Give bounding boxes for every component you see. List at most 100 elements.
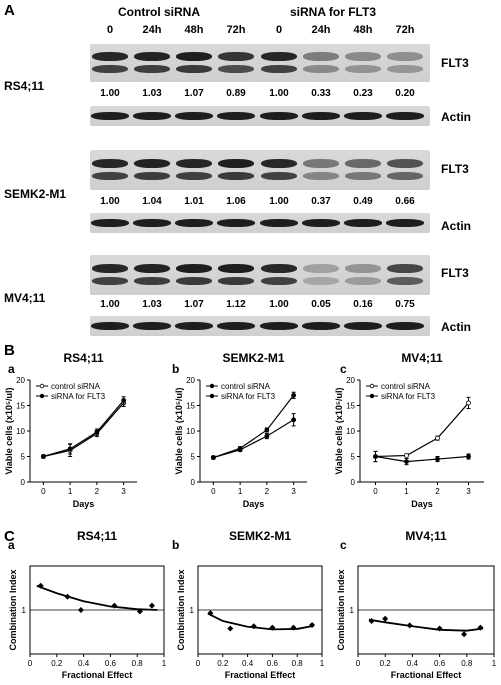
subpanel-letter: a (8, 538, 15, 552)
lane-label: 0 (106, 24, 114, 36)
panel-a-letter: A (4, 2, 15, 19)
x-tick-label: 1 (404, 487, 409, 496)
actin-band (386, 219, 424, 227)
flt3-band (345, 158, 381, 168)
flt3-band (387, 52, 423, 62)
x-tick-label: 0 (196, 659, 201, 668)
ratio-value: 0.66 (395, 196, 415, 207)
data-point (373, 454, 378, 459)
flt3-band (387, 172, 423, 180)
flt3-band (92, 52, 128, 62)
data-point (210, 455, 216, 460)
flt3-band (176, 52, 212, 62)
data-point (406, 622, 413, 629)
y-axis-label: Combination Index (176, 570, 186, 651)
y-axis-label: Viable cells (x10⁵/ul) (174, 387, 184, 474)
actin-band (386, 322, 424, 330)
ratio-value: 0.75 (395, 299, 415, 310)
fit-curve (36, 584, 158, 611)
lane-label: 72h (395, 24, 415, 36)
flt3-band (261, 277, 297, 285)
data-point (461, 631, 468, 638)
flt3-band (345, 52, 381, 62)
y-axis-label: Combination Index (336, 570, 346, 651)
ratio-value: 1.03 (142, 88, 162, 99)
x-tick-label: 0.4 (407, 659, 419, 668)
flt3-label: FLT3 (441, 266, 469, 280)
actin-blot (90, 213, 430, 233)
flt3-blot (90, 44, 430, 82)
ratio-value: 1.00 (269, 196, 289, 207)
fit-curve (368, 618, 484, 632)
x-tick-label: 1 (492, 659, 497, 668)
data-point (264, 427, 270, 433)
lane-label: 24h (311, 24, 331, 36)
actin-band (133, 322, 171, 330)
x-axis-label: Days (411, 499, 433, 509)
actin-band (175, 112, 213, 120)
data-point (290, 624, 297, 631)
actin-band (260, 112, 298, 120)
x-tick-label: 0 (356, 659, 361, 668)
actin-blot (90, 106, 430, 126)
y-axis-label: Combination Index (8, 570, 18, 651)
subpanel-letter: c (340, 362, 347, 376)
chart-title: SEMK2-M1 (222, 351, 284, 365)
y-tick-label: 20 (346, 376, 355, 385)
x-tick-label: 2 (95, 487, 100, 496)
legend-label: control siRNA (221, 382, 271, 391)
ratio-value: 0.23 (353, 88, 373, 99)
ratio-value: 1.01 (184, 196, 204, 207)
flt3-band (134, 52, 170, 62)
data-point (368, 618, 375, 624)
legend-label: siRNA for FLT3 (381, 392, 436, 401)
flt3-band (92, 277, 128, 285)
data-point (77, 607, 84, 613)
x-axis-label: Days (243, 499, 265, 509)
series-line (43, 400, 125, 458)
panel-b-letter: B (4, 342, 15, 359)
x-tick-label: 0 (211, 487, 216, 496)
data-point (227, 625, 234, 632)
flt3-band (134, 172, 170, 180)
y-tick-label: 15 (16, 402, 25, 411)
flt3-band (303, 158, 339, 168)
flt3-band (134, 158, 170, 168)
x-tick-label: 0.8 (132, 659, 144, 668)
x-tick-label: 2 (435, 487, 440, 496)
panel-c-letter: C (4, 528, 15, 545)
flt3-band (303, 263, 339, 273)
x-tick-label: 0.2 (217, 659, 229, 668)
group-label-control: Control siRNA (118, 5, 200, 19)
y-axis-label: Viable cells (x10⁵/ul) (4, 387, 14, 474)
ratio-value: 1.04 (142, 196, 162, 207)
data-point (67, 446, 73, 452)
data-point (250, 623, 257, 630)
chart-title: SEMK2-M1 (229, 529, 291, 543)
x-tick-label: 0.6 (105, 659, 117, 668)
actin-band (260, 322, 298, 330)
x-tick-label: 1 (68, 487, 73, 496)
flt3-band (176, 277, 212, 285)
y-tick-label: 15 (186, 402, 195, 411)
data-point (207, 610, 214, 617)
legend-marker (39, 383, 45, 389)
flt3-band (218, 277, 254, 285)
flt3-band (218, 172, 254, 180)
flt3-band (303, 52, 339, 62)
ratio-value: 1.00 (100, 299, 120, 310)
flt3-band (387, 263, 423, 273)
subpanel-letter: b (172, 538, 179, 552)
lane-label: 72h (226, 24, 246, 36)
actin-label: Actin (441, 110, 471, 124)
y-axis-label: Viable cells (x10⁵/ul) (334, 387, 344, 474)
flt3-band (345, 263, 381, 273)
fit-curve (207, 612, 314, 631)
series-line (375, 402, 469, 458)
lane-label: 24h (142, 24, 162, 36)
actin-band (344, 219, 382, 227)
subpanel-letter: c (340, 538, 347, 552)
subpanel-letter: a (8, 362, 15, 376)
x-axis-label: Fractional Effect (225, 670, 296, 680)
